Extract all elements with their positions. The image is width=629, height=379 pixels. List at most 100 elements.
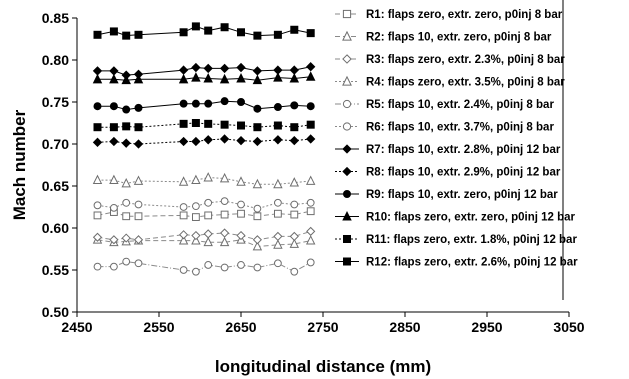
data-point [342, 234, 351, 243]
data-point [253, 31, 262, 40]
data-point [92, 66, 103, 76]
data-point [253, 263, 262, 272]
data-point [290, 210, 299, 219]
data-point [289, 65, 299, 75]
data-point [289, 135, 299, 146]
data-point [220, 23, 229, 32]
data-point [289, 177, 300, 187]
data-point [178, 235, 189, 245]
data-point [305, 235, 316, 245]
data-point [191, 72, 201, 82]
data-point [133, 139, 144, 149]
data-point [342, 211, 352, 221]
data-point [236, 135, 246, 146]
data-point [342, 122, 352, 131]
data-point [93, 30, 102, 39]
data-point [274, 198, 282, 207]
data-point [203, 72, 213, 83]
legend: R1: flaps zero, extr. zero, p0inj 8 bar R… [335, 0, 578, 300]
data-point [236, 230, 246, 241]
legend-label: R4: flaps zero, extr. 3.5%, p0inj 8 bar [366, 77, 565, 89]
data-point [178, 136, 189, 147]
data-point [219, 236, 230, 247]
series-4 [92, 172, 316, 189]
data-point [253, 104, 262, 113]
data-point [306, 258, 315, 267]
series-6 [93, 197, 315, 213]
data-point [109, 27, 118, 36]
data-point [342, 166, 352, 177]
data-point [121, 74, 131, 85]
data-point [273, 72, 283, 82]
data-point [191, 230, 201, 241]
data-point [306, 207, 315, 216]
legend-item: R8: flaps 10, extr. 2.9%, p0inj 12 bar [335, 167, 561, 179]
x-tick-label: 2950 [471, 319, 502, 335]
legend-label: R10: flaps zero, extr. zero, p0inj 12 ba… [366, 212, 576, 224]
data-point [109, 66, 119, 76]
data-point [237, 200, 245, 209]
data-point [204, 26, 213, 35]
data-point [236, 176, 246, 186]
legend-label: R7: flaps 10, extr. 2.8%, p0inj 12 bar [366, 144, 561, 156]
series-9 [93, 97, 315, 114]
data-point [252, 74, 263, 85]
data-point [220, 97, 229, 106]
data-point [122, 212, 131, 221]
data-point [203, 236, 213, 247]
data-point [121, 233, 131, 243]
legend-item: R9: flaps 10, extr. zero, p0inj 12 bar [335, 189, 558, 201]
data-point [203, 63, 213, 74]
data-point [220, 197, 229, 206]
data-point [134, 123, 143, 132]
data-point [306, 134, 316, 144]
x-axis-title: longitudinal distance (mm) [215, 357, 431, 376]
legend-item: R11: flaps zero, extr. 1.8%, p0inj 12 ba… [335, 234, 577, 246]
legend-label: R1: flaps zero, extr. zero, p0inj 8 bar [366, 9, 563, 21]
series-10 [92, 71, 316, 85]
data-point [178, 73, 189, 84]
data-point [236, 98, 245, 107]
data-point [289, 238, 300, 248]
data-point [109, 235, 119, 245]
data-point [273, 103, 282, 112]
data-point [342, 54, 352, 64]
data-point [121, 138, 131, 148]
x-tick-label: 2750 [307, 319, 338, 335]
legend-label: R2: flaps 10, extr. zero, p0inj 8 bar [366, 32, 552, 44]
data-point [306, 29, 315, 38]
data-point [133, 235, 144, 245]
data-point [109, 102, 118, 111]
data-point [305, 175, 316, 185]
data-point [342, 257, 351, 266]
data-point [179, 203, 188, 211]
series-11 [93, 119, 315, 132]
y-tick-label: 0.75 [42, 94, 69, 110]
data-point [219, 172, 230, 183]
data-point [204, 119, 213, 128]
legend-item: R1: flaps zero, extr. zero, p0inj 8 bar [335, 9, 563, 21]
data-point [109, 73, 119, 84]
y-tick-label: 0.60 [42, 220, 69, 236]
y-axis-title: Mach number [10, 109, 29, 220]
data-point [204, 211, 213, 220]
data-point [122, 122, 131, 131]
legend-item: R2: flaps 10, extr. zero, p0inj 8 bar [335, 30, 552, 44]
data-point [236, 72, 246, 83]
y-tick-label: 0.80 [42, 52, 69, 68]
data-point [133, 175, 144, 185]
data-point [219, 134, 230, 144]
data-point [253, 212, 262, 221]
series-7 [92, 62, 316, 80]
data-point [122, 198, 131, 207]
data-point [203, 172, 213, 182]
data-point [290, 200, 299, 209]
data-point [290, 267, 299, 276]
data-point [289, 231, 299, 242]
data-point [134, 30, 143, 39]
data-point [109, 174, 119, 185]
data-point [134, 212, 143, 221]
data-point [109, 136, 119, 147]
data-point [92, 137, 103, 147]
series-12 [93, 22, 315, 40]
